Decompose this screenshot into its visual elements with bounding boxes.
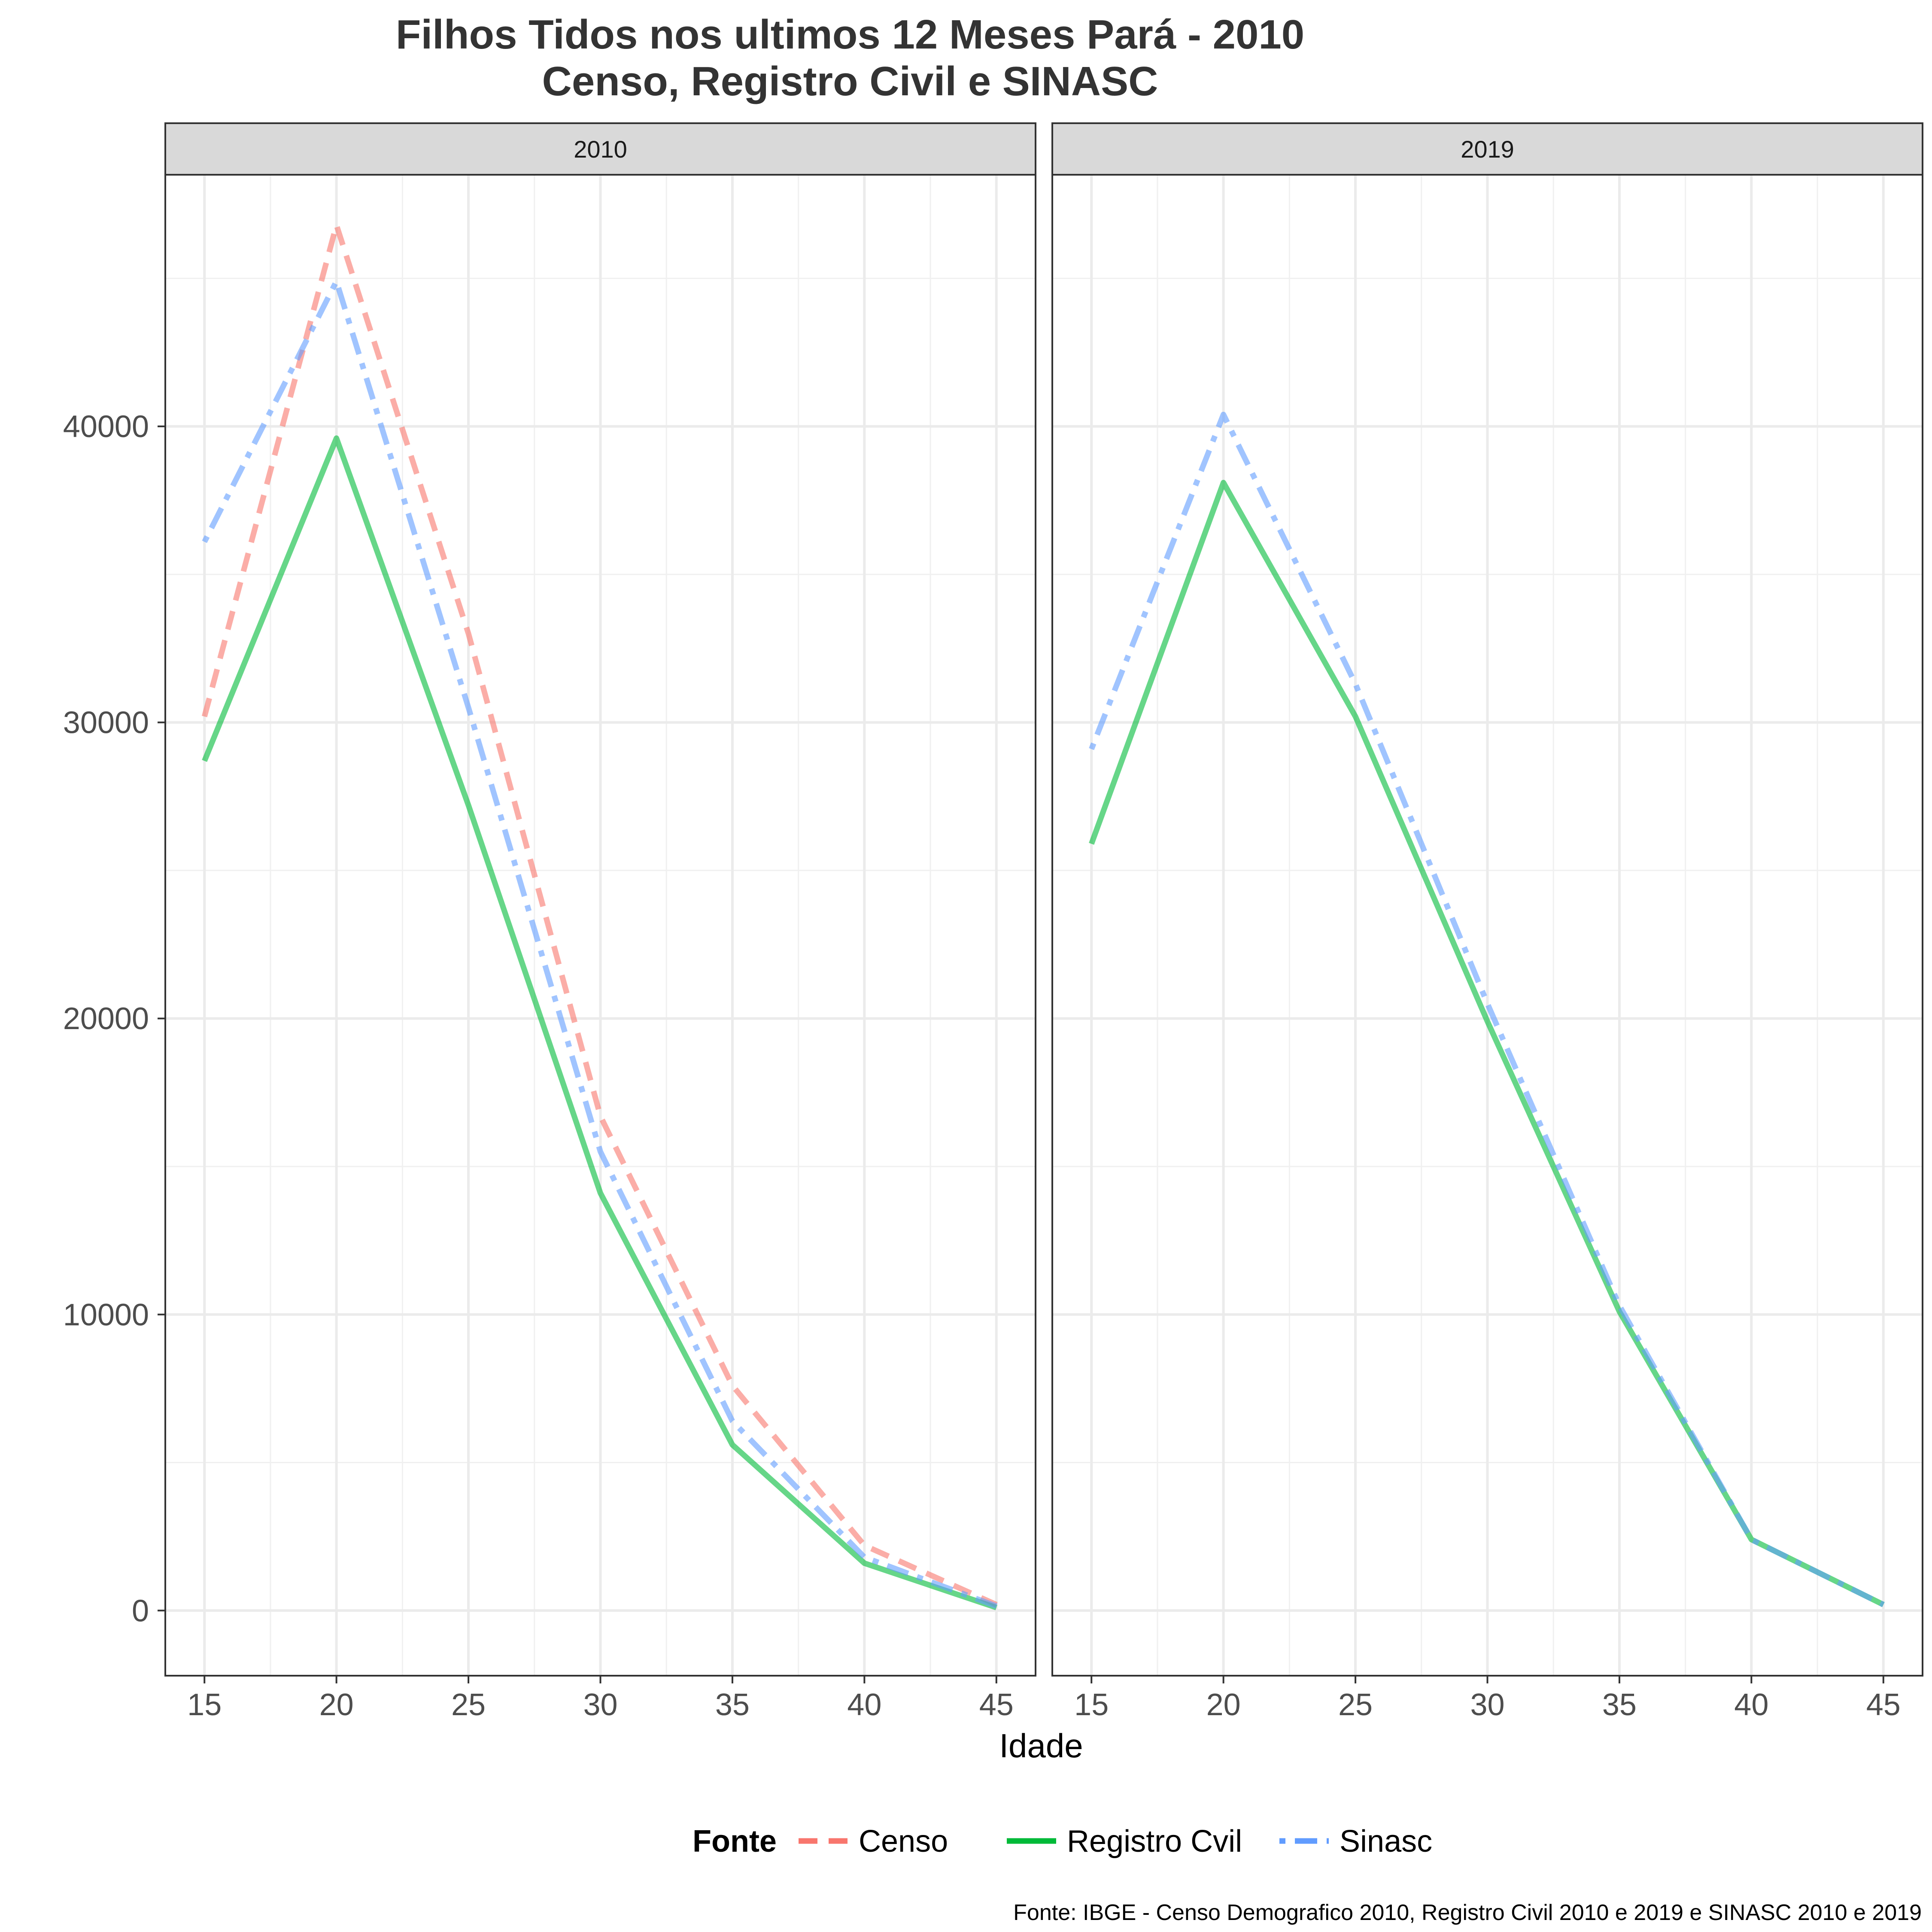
legend-title: Fonte (693, 1824, 777, 1859)
x-tick-label: 35 (1602, 1688, 1637, 1722)
x-tick-label: 20 (319, 1688, 354, 1722)
x-axis-title: Idade (999, 1727, 1083, 1765)
legend-label: Censo (859, 1824, 948, 1859)
legend-item-sinasc: Sinasc (1279, 1824, 1432, 1859)
facet-strip (1051, 122, 1923, 176)
y-tick-label: 0 (132, 1594, 149, 1628)
x-tick-label: 25 (1338, 1688, 1373, 1722)
x-tick-label: 15 (1074, 1688, 1109, 1722)
facet-panel-2019: 2019 15 20 25 30 35 40 45 (1051, 122, 1923, 1722)
x-tick-label: 30 (1470, 1688, 1504, 1722)
chart-subtitle: Censo, Registro Civil e SINASC (542, 58, 1158, 104)
series-line-sinasc (1089, 412, 1885, 1607)
x-tick-label: 35 (715, 1688, 750, 1722)
y-tick-label: 30000 (63, 706, 149, 740)
y-tick-label: 20000 (63, 1002, 149, 1036)
x-tick-label: 40 (1734, 1688, 1768, 1722)
chart-caption: Fonte: IBGE - Censo Demografico 2010, Re… (1013, 1900, 1922, 1925)
legend-item-registro-cvil: Registro Cvil (1007, 1824, 1242, 1859)
x-tick-label: 45 (979, 1688, 1014, 1722)
series-line-registro-cvil (202, 435, 997, 1610)
series-line-registro-cvil (1089, 480, 1885, 1607)
x-tick-label: 20 (1206, 1688, 1241, 1722)
legend-item-censo: Censo (799, 1824, 948, 1859)
facet-strip-label: 2019 (1461, 136, 1514, 163)
x-tick-label: 25 (451, 1688, 486, 1722)
chart-title: Filhos Tidos nos ultimos 12 Meses Pará -… (396, 12, 1304, 58)
legend-label: Sinasc (1340, 1824, 1432, 1859)
facet-strip-label: 2010 (574, 136, 627, 163)
y-tick-label: 40000 (63, 410, 149, 444)
series-line-sinasc (202, 278, 998, 1609)
facet-strip (164, 122, 1036, 176)
x-tick-label: 40 (847, 1688, 881, 1722)
legend-label: Registro Cvil (1067, 1824, 1242, 1859)
x-tick-label: 45 (1866, 1688, 1901, 1722)
x-tick-label: 30 (583, 1688, 617, 1722)
y-tick-label: 10000 (63, 1298, 149, 1332)
x-tick-label: 15 (187, 1688, 222, 1722)
facet-panel-2010: 2010 15 20 25 30 35 40 45 0 10000 20000 30000 40000 (63, 122, 1036, 1722)
legend: Fonte Censo Registro Cvil Sinasc (693, 1824, 1432, 1859)
